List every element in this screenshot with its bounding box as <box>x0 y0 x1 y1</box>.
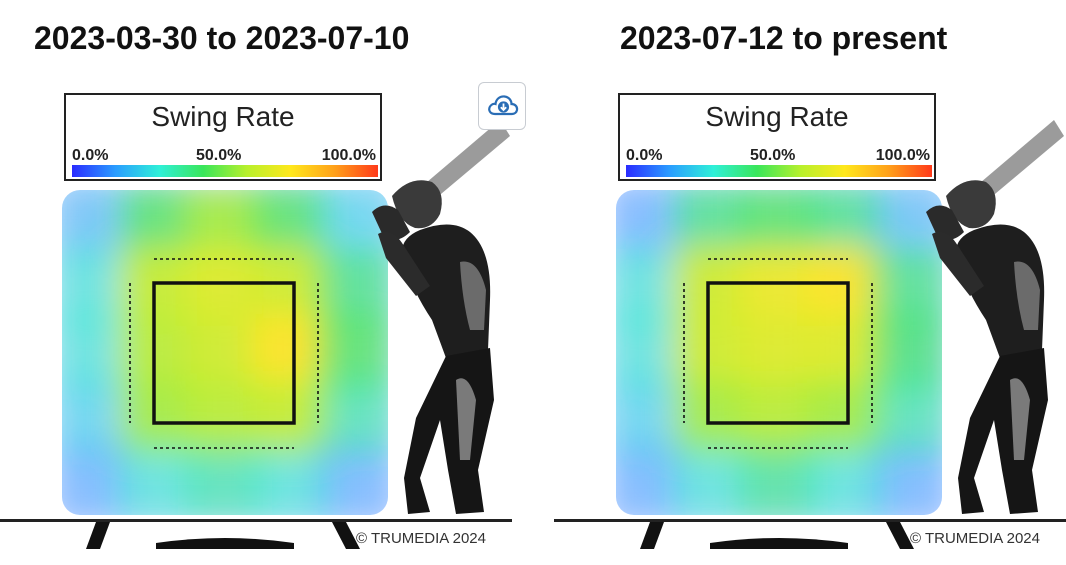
heat-cell-middle-middle <box>740 314 818 391</box>
heat-cell-lower-far-out <box>870 379 942 456</box>
heat-cell-lower-outside <box>251 379 329 456</box>
heatmap-panel-1: 2023-03-30 to 2023-07-10 Swing Rate 0.0%… <box>0 20 526 549</box>
cloud-download-icon <box>488 95 519 116</box>
heat-cell-lower-middle <box>740 379 818 456</box>
heat-cell-middle-outside <box>805 314 883 391</box>
heatmap-panel-2: 2023-07-12 to present Swing Rate 0.0% 50… <box>554 0 1066 565</box>
heatmap-chart <box>554 120 1066 549</box>
panel-title: 2023-03-30 to 2023-07-10 <box>34 20 410 56</box>
legend-mid-label: 50.0% <box>196 147 242 164</box>
color-legend: Swing Rate 0.0% 50.0% 100.0% <box>618 93 936 181</box>
heat-field <box>616 190 942 515</box>
heat-cell-low-far-out <box>870 444 942 515</box>
home-plate <box>156 538 294 549</box>
heatmap-chart <box>0 120 512 549</box>
ground-line <box>554 519 1066 522</box>
heat-cell-lower-inside <box>675 379 753 456</box>
heat-cell-low-outside <box>805 444 883 515</box>
legend-mid-label: 50.0% <box>750 147 796 164</box>
torso-highlight <box>1014 261 1040 330</box>
legend-min-label: 0.0% <box>626 147 663 164</box>
legend-max-label: 100.0% <box>875 147 930 164</box>
heat-cell-lower-far-out <box>316 379 388 456</box>
strike-zone <box>152 281 296 425</box>
arm <box>932 231 984 296</box>
heat-cell-low-far-out <box>316 444 388 515</box>
heat-cell-lower-outside <box>805 379 883 456</box>
batter-silhouette <box>926 120 1064 514</box>
leg-highlight <box>1010 378 1030 460</box>
helmet <box>946 180 996 229</box>
heat-cell-middle-outside <box>251 314 329 391</box>
heat-cell-upper-middle <box>740 249 818 326</box>
heat-cell-middle-inside <box>675 314 753 391</box>
hands <box>372 205 410 240</box>
torso <box>402 224 491 358</box>
torso <box>956 224 1045 358</box>
arm <box>378 231 430 296</box>
heat-cell-upper-inside <box>675 249 753 326</box>
color-legend: Swing Rate 0.0% 50.0% 100.0% <box>64 93 382 181</box>
batter-box-right <box>886 522 914 549</box>
copyright-text: © TRUMEDIA 2024 <box>356 530 486 547</box>
copyright-text: © TRUMEDIA 2024 <box>910 530 1040 547</box>
heat-cell-low-outside <box>251 444 329 515</box>
heat-field <box>62 190 388 515</box>
heat-cell-upper-far-out <box>316 249 388 326</box>
heat-cell-low-middle <box>740 444 818 515</box>
legend-color-bar <box>626 165 932 177</box>
heat-cell-middle-far-out <box>870 314 942 391</box>
legend-title: Swing Rate <box>705 101 849 132</box>
heat-cell-upper-far-out <box>870 249 942 326</box>
legend-title: Swing Rate <box>151 101 295 132</box>
heat-cell-upper-outside <box>805 249 883 326</box>
heat-cell-low-inside <box>121 444 199 515</box>
batter-box-left <box>640 522 664 549</box>
heat-cell-upper-outside <box>251 249 329 326</box>
panel-title: 2023-07-12 to present <box>620 20 948 56</box>
legend-color-bar <box>72 165 378 177</box>
batter-box-right <box>332 522 360 549</box>
heat-cell-lower-middle <box>186 379 264 456</box>
heat-cell-middle-middle <box>186 314 264 391</box>
hands <box>926 205 964 240</box>
home-plate <box>710 538 848 549</box>
legs <box>404 348 494 514</box>
leg-highlight <box>456 378 476 460</box>
helmet <box>392 180 442 229</box>
heat-cell-upper-middle <box>186 249 264 326</box>
legs <box>958 348 1048 514</box>
batter-silhouette <box>372 120 510 514</box>
torso-highlight <box>460 261 486 330</box>
ground-line <box>0 519 512 522</box>
legend-max-label: 100.0% <box>321 147 376 164</box>
heat-cell-upper-inside <box>121 249 199 326</box>
heat-cell-low-middle <box>186 444 264 515</box>
download-button[interactable] <box>478 82 526 130</box>
heat-cell-middle-inside <box>121 314 199 391</box>
strike-zone <box>706 281 850 425</box>
legend-min-label: 0.0% <box>72 147 109 164</box>
heat-cell-lower-inside <box>121 379 199 456</box>
batter-box-left <box>86 522 110 549</box>
heat-cell-low-inside <box>675 444 753 515</box>
heat-cell-middle-far-out <box>316 314 388 391</box>
